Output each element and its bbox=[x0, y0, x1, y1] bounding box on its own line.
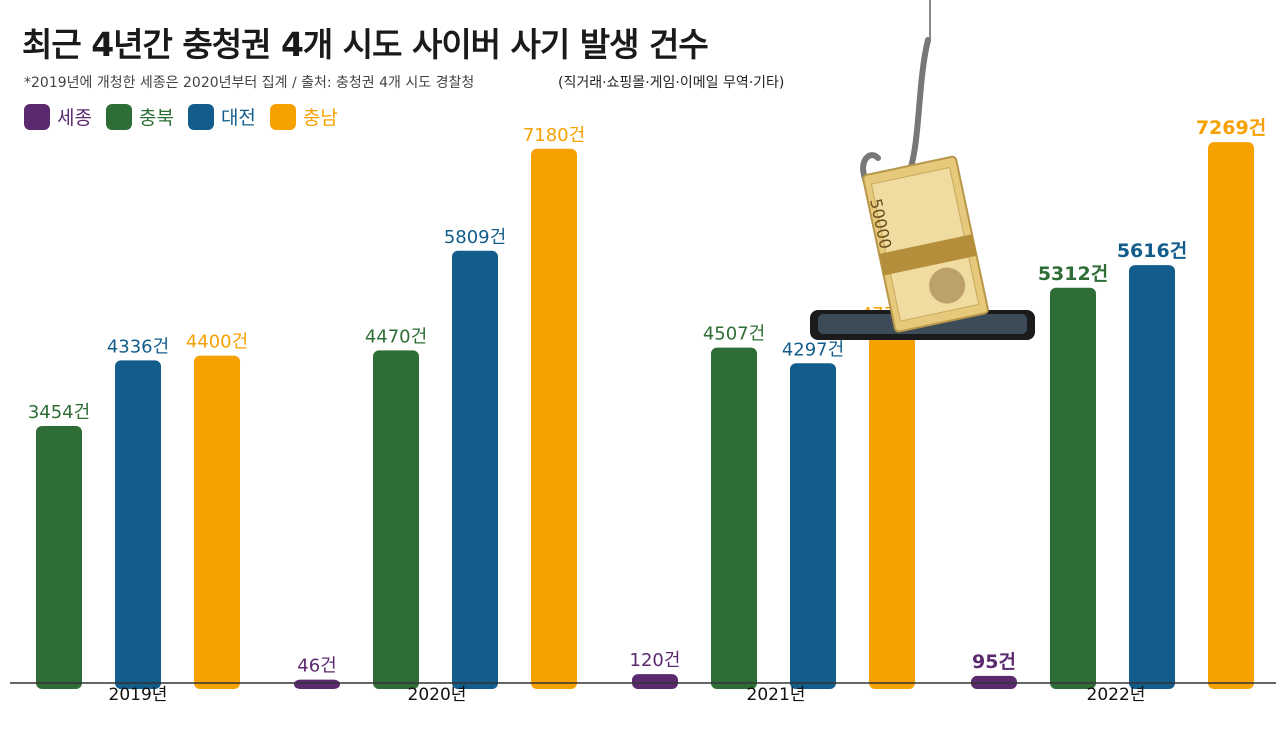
x-tick-label-3: 2022년 bbox=[1087, 685, 1146, 705]
banknote-bundle-icon bbox=[862, 155, 989, 333]
legend-label-chungnam: 충남 bbox=[302, 107, 338, 129]
bar-daejeon-3 bbox=[1129, 265, 1175, 689]
data-label-chungnam-0: 4400건 bbox=[186, 332, 248, 353]
legend-item-sejong: 세종 bbox=[24, 103, 92, 130]
legend-label-sejong: 세종 bbox=[57, 107, 92, 129]
bar-daejeon-2 bbox=[790, 363, 836, 689]
data-label-daejeon-3: 5616건 bbox=[1117, 240, 1187, 262]
data-label-chungbuk-1: 4470건 bbox=[365, 326, 427, 347]
source-note: *2019년에 개청한 세종은 2020년부터 집계 / 출처: 충청권 4개 … bbox=[24, 75, 475, 91]
data-label-chungbuk-2: 4507건 bbox=[703, 324, 765, 345]
legend: 세종 충북 대전 충남 bbox=[24, 103, 338, 130]
legend-swatch-sejong bbox=[24, 103, 50, 130]
data-label-daejeon-0: 4336건 bbox=[107, 336, 169, 357]
legend-label-chungbuk: 충북 bbox=[138, 107, 174, 129]
bars-group: 3454건 4336건 4400건 46건 4470건 5809건 7180건 120건 450… bbox=[28, 117, 1266, 690]
data-label-chungbuk-3: 5312건 bbox=[1038, 263, 1108, 285]
x-tick-label-0: 2019년 bbox=[109, 685, 168, 705]
legend-item-chungbuk: 충북 bbox=[105, 103, 174, 130]
x-tick-label-1: 2020년 bbox=[408, 685, 467, 705]
data-label-sejong-1: 46건 bbox=[297, 656, 336, 677]
bar-chungnam-1 bbox=[531, 148, 577, 690]
data-label-sejong-2: 120건 bbox=[630, 650, 681, 671]
legend-item-daejeon: 대전 bbox=[187, 103, 256, 130]
bar-sejong-1 bbox=[294, 679, 340, 689]
bar-chungbuk-0 bbox=[36, 426, 82, 689]
bar-chungnam-3 bbox=[1208, 142, 1254, 689]
legend-label-daejeon: 대전 bbox=[220, 107, 256, 129]
fishhook-money-phone-illustration: 50000 bbox=[810, 0, 1035, 340]
chart-title: 최근 4년간 충청권 4개 시도 사이버 사기 발생 건수 bbox=[22, 25, 709, 64]
bar-chungbuk-1 bbox=[373, 350, 419, 689]
data-label-chungnam-3: 7269건 bbox=[1196, 117, 1266, 139]
bar-chungnam-2 bbox=[869, 328, 915, 689]
scope-note: (직거래·쇼핑몰·게임·이메일 무역·기타) bbox=[558, 75, 785, 91]
legend-swatch-chungbuk bbox=[105, 103, 132, 130]
bar-chungnam-0 bbox=[194, 355, 240, 689]
bar-sejong-2 bbox=[632, 674, 678, 689]
bar-chungbuk-2 bbox=[711, 347, 757, 689]
data-label-chungnam-1: 7180건 bbox=[523, 125, 585, 146]
legend-swatch-daejeon bbox=[187, 103, 214, 130]
bar-daejeon-1 bbox=[452, 250, 498, 689]
legend-item-chungnam: 충남 bbox=[269, 103, 338, 130]
data-label-sejong-3: 95건 bbox=[972, 651, 1016, 673]
x-tick-label-2: 2021년 bbox=[747, 685, 806, 705]
legend-swatch-chungnam bbox=[269, 103, 296, 130]
data-label-chungbuk-0: 3454건 bbox=[28, 402, 90, 423]
bar-chungbuk-3 bbox=[1050, 287, 1096, 689]
bar-daejeon-0 bbox=[115, 360, 161, 689]
data-label-daejeon-2: 4297건 bbox=[782, 339, 844, 360]
data-label-daejeon-1: 5809건 bbox=[444, 227, 506, 248]
